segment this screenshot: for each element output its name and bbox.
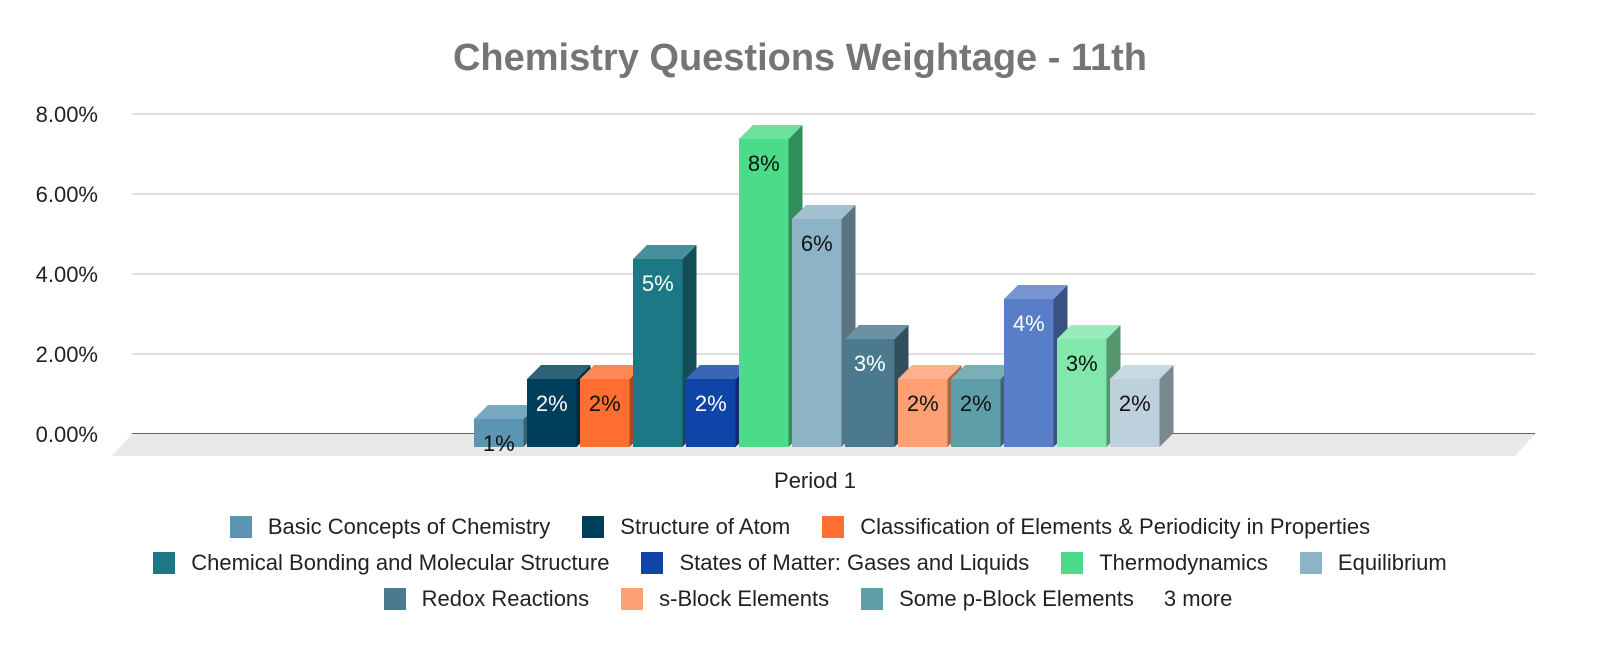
legend-item[interactable]: Classification of Elements & Periodicity…	[822, 514, 1370, 540]
legend-swatch	[1299, 552, 1322, 574]
legend-item[interactable]: Equilibrium	[1299, 550, 1447, 576]
bar-front	[633, 259, 683, 447]
bar-data-label: 3%	[854, 351, 886, 376]
bar-data-label: 2%	[960, 391, 992, 416]
y-tick-label: 4.00%	[36, 262, 98, 287]
bar	[633, 245, 697, 447]
bar-data-label: 4%	[1013, 311, 1045, 336]
legend-label: s-Block Elements	[659, 586, 830, 611]
bar-front	[845, 339, 895, 447]
bar-front	[580, 379, 630, 447]
legend-item[interactable]: s-Block Elements	[621, 586, 829, 612]
bar-top	[951, 365, 1015, 379]
bar-data-label: 5%	[642, 271, 674, 296]
bar-top	[686, 365, 750, 379]
legend-swatch	[861, 588, 884, 610]
chart-title: Chemistry Questions Weightage - 11th	[453, 37, 1147, 79]
legend-label: Chemical Bonding and Molecular Structure	[191, 550, 610, 575]
bar-front	[1004, 299, 1054, 447]
bar-front	[951, 379, 1001, 447]
data-labels: 1% 2% 2% 5% 2% 8% 6% 3% 2% 2% 4% 3% 2%	[483, 151, 1151, 456]
bar-top	[1004, 285, 1068, 299]
bar-data-label: 2%	[589, 391, 621, 416]
bars	[474, 125, 1174, 447]
legend-item[interactable]: Some p-Block Elements	[861, 586, 1134, 612]
legend-swatch	[153, 552, 176, 574]
bar-chart: Chemistry Questions Weightage - 11th 0.0…	[36, 37, 1535, 493]
legend-label: Some p-Block Elements	[899, 586, 1134, 611]
legend-item[interactable]: Redox Reactions	[383, 586, 590, 612]
legend-row-1: Basic Concepts of Chemistry Structure of…	[0, 514, 1600, 540]
bar-data-label: 3%	[1066, 351, 1098, 376]
bar-front	[898, 379, 948, 447]
legend-label: Classification of Elements & Periodicity…	[860, 514, 1371, 539]
legend-swatch	[641, 552, 664, 574]
legend-label: Equilibrium	[1337, 550, 1447, 575]
bar-top	[739, 125, 803, 139]
legend-item[interactable]: Basic Concepts of Chemistry	[229, 514, 551, 540]
bar-data-label: 2%	[907, 391, 939, 416]
bar	[1110, 365, 1174, 447]
bar-front	[474, 419, 524, 447]
legend-item[interactable]: Structure of Atom	[582, 514, 790, 540]
legend-row-2: Chemical Bonding and Molecular Structure…	[0, 550, 1600, 576]
bar-side	[1159, 365, 1174, 447]
bar-data-label: 8%	[748, 151, 780, 176]
legend-swatch	[822, 516, 845, 538]
bar-data-label: 2%	[695, 391, 727, 416]
bar-data-label: 1%	[483, 431, 515, 456]
bar-top	[792, 205, 856, 219]
legend-swatch	[383, 588, 406, 610]
bar-data-label: 6%	[801, 231, 833, 256]
bar-data-label: 2%	[1119, 391, 1151, 416]
legend-label: Structure of Atom	[620, 514, 791, 539]
bar-top	[633, 245, 697, 259]
legend-swatch	[621, 588, 644, 610]
bar-front	[1057, 339, 1107, 447]
legend-label: States of Matter: Gases and Liquids	[679, 550, 1030, 575]
y-tick-label: 6.00%	[36, 182, 98, 207]
x-category-label: Period 1	[774, 468, 856, 493]
bar-data-label: 2%	[536, 391, 568, 416]
legend-swatch	[229, 516, 252, 538]
legend-item[interactable]: States of Matter: Gases and Liquids	[641, 550, 1029, 576]
y-tick-label: 2.00%	[36, 342, 98, 367]
bar-front	[792, 219, 842, 447]
bar-top	[1110, 365, 1174, 379]
bar-top	[474, 405, 538, 419]
bar-top	[527, 365, 591, 379]
bar-front	[1110, 379, 1160, 447]
legend-more-link[interactable]: 3 more	[1163, 586, 1233, 611]
bar-front	[527, 379, 577, 447]
legend-label: Redox Reactions	[421, 586, 590, 611]
legend-swatch	[582, 516, 605, 538]
y-tick-label: 8.00%	[36, 102, 98, 127]
legend-item[interactable]: Chemical Bonding and Molecular Structure	[153, 550, 609, 576]
bar-top	[845, 325, 909, 339]
bar-front	[739, 139, 789, 447]
bar-front	[686, 379, 736, 447]
legend-label: Thermodynamics	[1099, 550, 1268, 575]
legend-swatch	[1061, 552, 1084, 574]
bar-top	[898, 365, 962, 379]
y-tick-label: 0.00%	[36, 422, 98, 447]
bar-top	[1057, 325, 1121, 339]
legend-row-3: Redox Reactions s-Block Elements Some p-…	[0, 586, 1600, 612]
legend-item[interactable]: Thermodynamics	[1061, 550, 1268, 576]
legend-label: Basic Concepts of Chemistry	[267, 514, 551, 539]
bar-top	[580, 365, 644, 379]
